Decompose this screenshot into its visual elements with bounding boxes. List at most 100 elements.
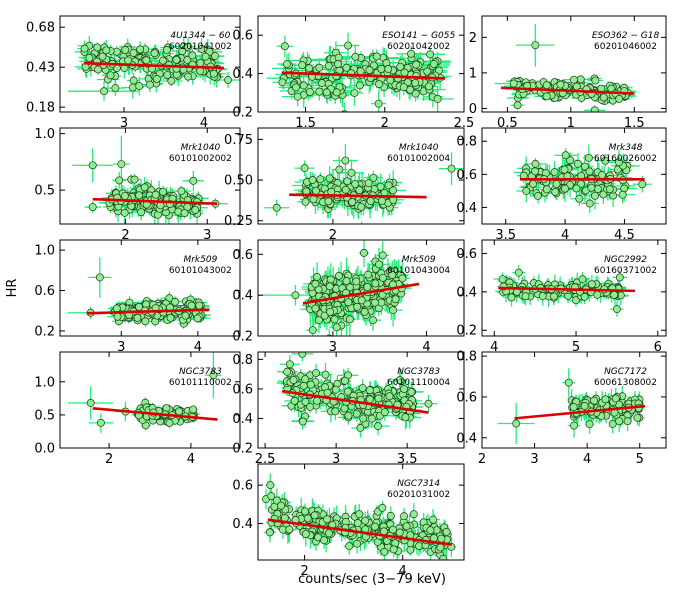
- data-point: [447, 164, 456, 173]
- data-point: [320, 311, 329, 320]
- data-point: [590, 106, 599, 112]
- data-point: [120, 208, 129, 217]
- data-point: [605, 185, 614, 194]
- data-point: [299, 81, 308, 90]
- obsid-label: 60101043004: [387, 266, 450, 276]
- data-point: [400, 68, 409, 77]
- y-tick-label: 0.6: [232, 248, 253, 263]
- data-point: [357, 202, 366, 211]
- data-point: [341, 185, 350, 194]
- data-point: [550, 168, 559, 177]
- data-point: [150, 49, 159, 58]
- data-point: [360, 248, 368, 257]
- x-tick-label: 3: [203, 228, 211, 243]
- x-tick-label: 2: [121, 228, 129, 243]
- data-point: [177, 187, 186, 196]
- y-tick-label: 0.8: [456, 135, 477, 150]
- data-point: [355, 186, 364, 195]
- data-point: [371, 298, 379, 307]
- x-tick-label: 3: [329, 340, 337, 355]
- data-point: [363, 283, 372, 291]
- data-point: [585, 199, 594, 208]
- data-point: [355, 81, 364, 90]
- plot-area: [258, 240, 420, 336]
- data-point: [412, 60, 421, 69]
- data-point: [193, 314, 202, 323]
- data-point: [638, 180, 647, 189]
- data-point: [615, 94, 624, 103]
- data-point: [384, 65, 393, 73]
- data-point: [348, 198, 357, 206]
- y-tick-label: 0.6: [456, 168, 477, 183]
- axes-frame: [257, 239, 465, 337]
- data-point: [618, 190, 627, 199]
- data-point: [584, 153, 593, 162]
- data-point: [162, 45, 171, 54]
- data-point: [384, 181, 393, 190]
- x-tick-label: 4.5: [614, 228, 635, 243]
- data-point: [98, 52, 107, 61]
- data-point: [184, 42, 193, 51]
- data-point: [342, 277, 351, 285]
- data-point: [272, 203, 281, 212]
- obsid-label: 60101002002: [169, 154, 232, 164]
- object-name-label: Mrk1040: [399, 143, 439, 153]
- data-point: [513, 101, 522, 110]
- data-point: [95, 273, 104, 282]
- y-tick-label: 2: [469, 31, 477, 46]
- data-point: [159, 56, 167, 65]
- data-point: [209, 69, 218, 78]
- data-point: [332, 88, 341, 97]
- object-name-label: Mrk509: [402, 255, 436, 265]
- data-point: [345, 283, 354, 292]
- data-point: [342, 63, 351, 72]
- x-tick-label: 4: [194, 340, 202, 355]
- data-point: [576, 75, 585, 84]
- y-tick-label: 0.6: [232, 29, 253, 44]
- plot-area: [276, 352, 438, 438]
- data-point: [551, 188, 560, 196]
- data-point: [364, 270, 372, 279]
- data-point: [566, 156, 575, 165]
- x-tick-label: 5: [572, 340, 580, 355]
- fit-line: [92, 406, 218, 421]
- object-name-label: Mrk348: [609, 143, 643, 153]
- data-point: [306, 88, 314, 96]
- x-tick-label: 4: [187, 452, 195, 467]
- plot-area: [67, 257, 212, 329]
- data-point: [374, 99, 383, 108]
- data-point: [585, 167, 594, 176]
- data-point: [93, 43, 102, 52]
- data-point: [341, 156, 350, 165]
- data-point: [531, 159, 540, 168]
- data-point: [151, 190, 160, 199]
- data-point: [560, 165, 569, 174]
- plot-area: [493, 264, 635, 317]
- data-point: [115, 176, 124, 185]
- data-point: [133, 313, 142, 322]
- data-point: [315, 63, 324, 72]
- data-point: [311, 186, 320, 195]
- x-tick-label: 1.5: [295, 116, 316, 131]
- obsid-label: 60160026002: [594, 154, 657, 164]
- data-point: [580, 162, 589, 171]
- data-point: [521, 292, 530, 301]
- data-point: [542, 81, 551, 90]
- fit-line: [500, 86, 635, 95]
- data-point: [313, 272, 322, 281]
- data-point: [163, 71, 172, 79]
- plot-area: [68, 35, 240, 101]
- data-point: [324, 197, 333, 206]
- y-tick-label: 0.5: [34, 184, 55, 199]
- x-tick-label: 1.5: [624, 116, 645, 131]
- x-tick-label: 1: [567, 116, 575, 131]
- data-point: [350, 89, 359, 97]
- data-point: [100, 87, 108, 96]
- data-point: [183, 56, 192, 64]
- object-name-label: NGC2992: [604, 255, 647, 265]
